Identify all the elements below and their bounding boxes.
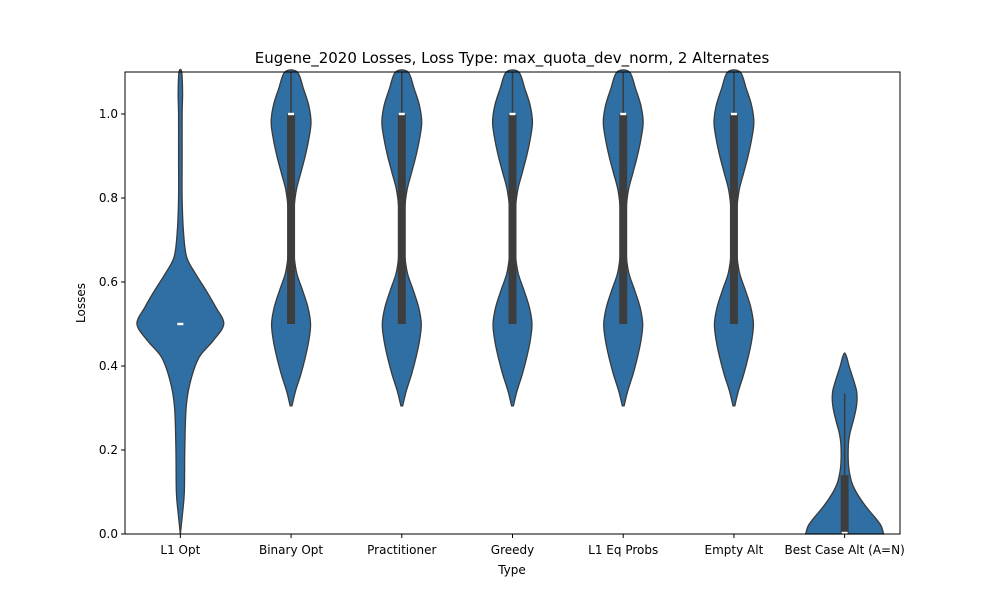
x-tick-label-best-case-alt-a-n: Best Case Alt (A=N): [785, 543, 905, 557]
y-tick-label: 0.4: [99, 359, 118, 373]
violin-l1-opt: [136, 68, 225, 535]
y-tick-label: 1.0: [99, 107, 118, 121]
iqr-box-greedy: [508, 114, 517, 324]
x-axis-title: Type: [497, 563, 526, 577]
y-axis-title: Losses: [74, 283, 88, 323]
y-tick-label: 0.8: [99, 191, 118, 205]
x-tick-label-l1-eq-probs: L1 Eq Probs: [588, 543, 658, 557]
x-tick-label-practitioner: Practitioner: [367, 543, 436, 557]
median-greedy: [509, 112, 516, 116]
iqr-box-binary-opt: [287, 114, 296, 324]
x-tick-label-binary-opt: Binary Opt: [259, 543, 323, 557]
chart-title: Eugene_2020 Losses, Loss Type: max_quota…: [255, 49, 770, 68]
iqr-box-best-case-alt-a-n: [840, 475, 849, 534]
x-tick-label-empty-alt: Empty Alt: [705, 543, 764, 557]
y-tick-label: 0.6: [99, 275, 118, 289]
iqr-box-practitioner: [397, 114, 406, 324]
x-tick-label-l1-opt: L1 Opt: [160, 543, 200, 557]
median-l1-eq-probs: [620, 112, 627, 116]
x-axis: L1 Opt Binary Opt Practitioner Greedy L1 Eq …: [160, 534, 905, 557]
median-practitioner: [398, 112, 405, 116]
median-binary-opt: [288, 112, 295, 116]
iqr-box-l1-eq-probs: [619, 114, 628, 324]
violins-layer: [136, 68, 885, 535]
y-tick-label: 0.2: [99, 443, 118, 457]
y-tick-label: 0.0: [99, 527, 118, 541]
median-l1-opt: [177, 322, 184, 326]
boxes-layer: [177, 72, 849, 535]
x-tick-label-greedy: Greedy: [491, 543, 534, 557]
median-empty-alt: [730, 112, 737, 116]
iqr-box-empty-alt: [729, 114, 738, 324]
y-axis: 0.0 0.2 0.4 0.6 0.8 1.0: [99, 107, 125, 541]
median-best-case-alt-a-n: [841, 531, 848, 535]
